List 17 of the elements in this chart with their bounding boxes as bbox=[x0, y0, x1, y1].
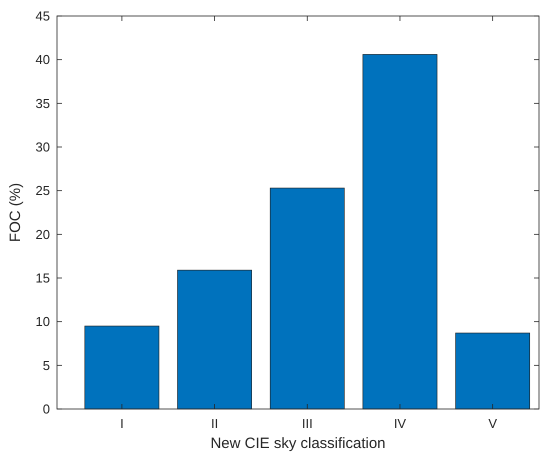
y-tick-label: 45 bbox=[36, 8, 50, 24]
y-tick-label: 20 bbox=[36, 226, 50, 242]
y-tick-label: 35 bbox=[36, 96, 50, 111]
y-tick-label: 25 bbox=[36, 183, 50, 198]
y-tick-label: 40 bbox=[36, 52, 50, 68]
x-tick-label: III bbox=[302, 416, 313, 431]
x-tick-label: II bbox=[210, 416, 218, 431]
y-tick-label: 30 bbox=[36, 140, 50, 155]
x-axis-title: New CIE sky classification bbox=[210, 435, 386, 452]
x-tick-label: V bbox=[488, 416, 498, 431]
y-tick-label: 10 bbox=[36, 314, 50, 330]
y-tick-label: 5 bbox=[42, 358, 50, 373]
x-tick-label: IV bbox=[394, 416, 406, 431]
y-tick-label: 15 bbox=[36, 270, 50, 286]
y-tick-label: 0 bbox=[42, 402, 50, 417]
y-axis-title: FOC (%) bbox=[7, 182, 24, 242]
x-tick-label: I bbox=[120, 416, 124, 431]
